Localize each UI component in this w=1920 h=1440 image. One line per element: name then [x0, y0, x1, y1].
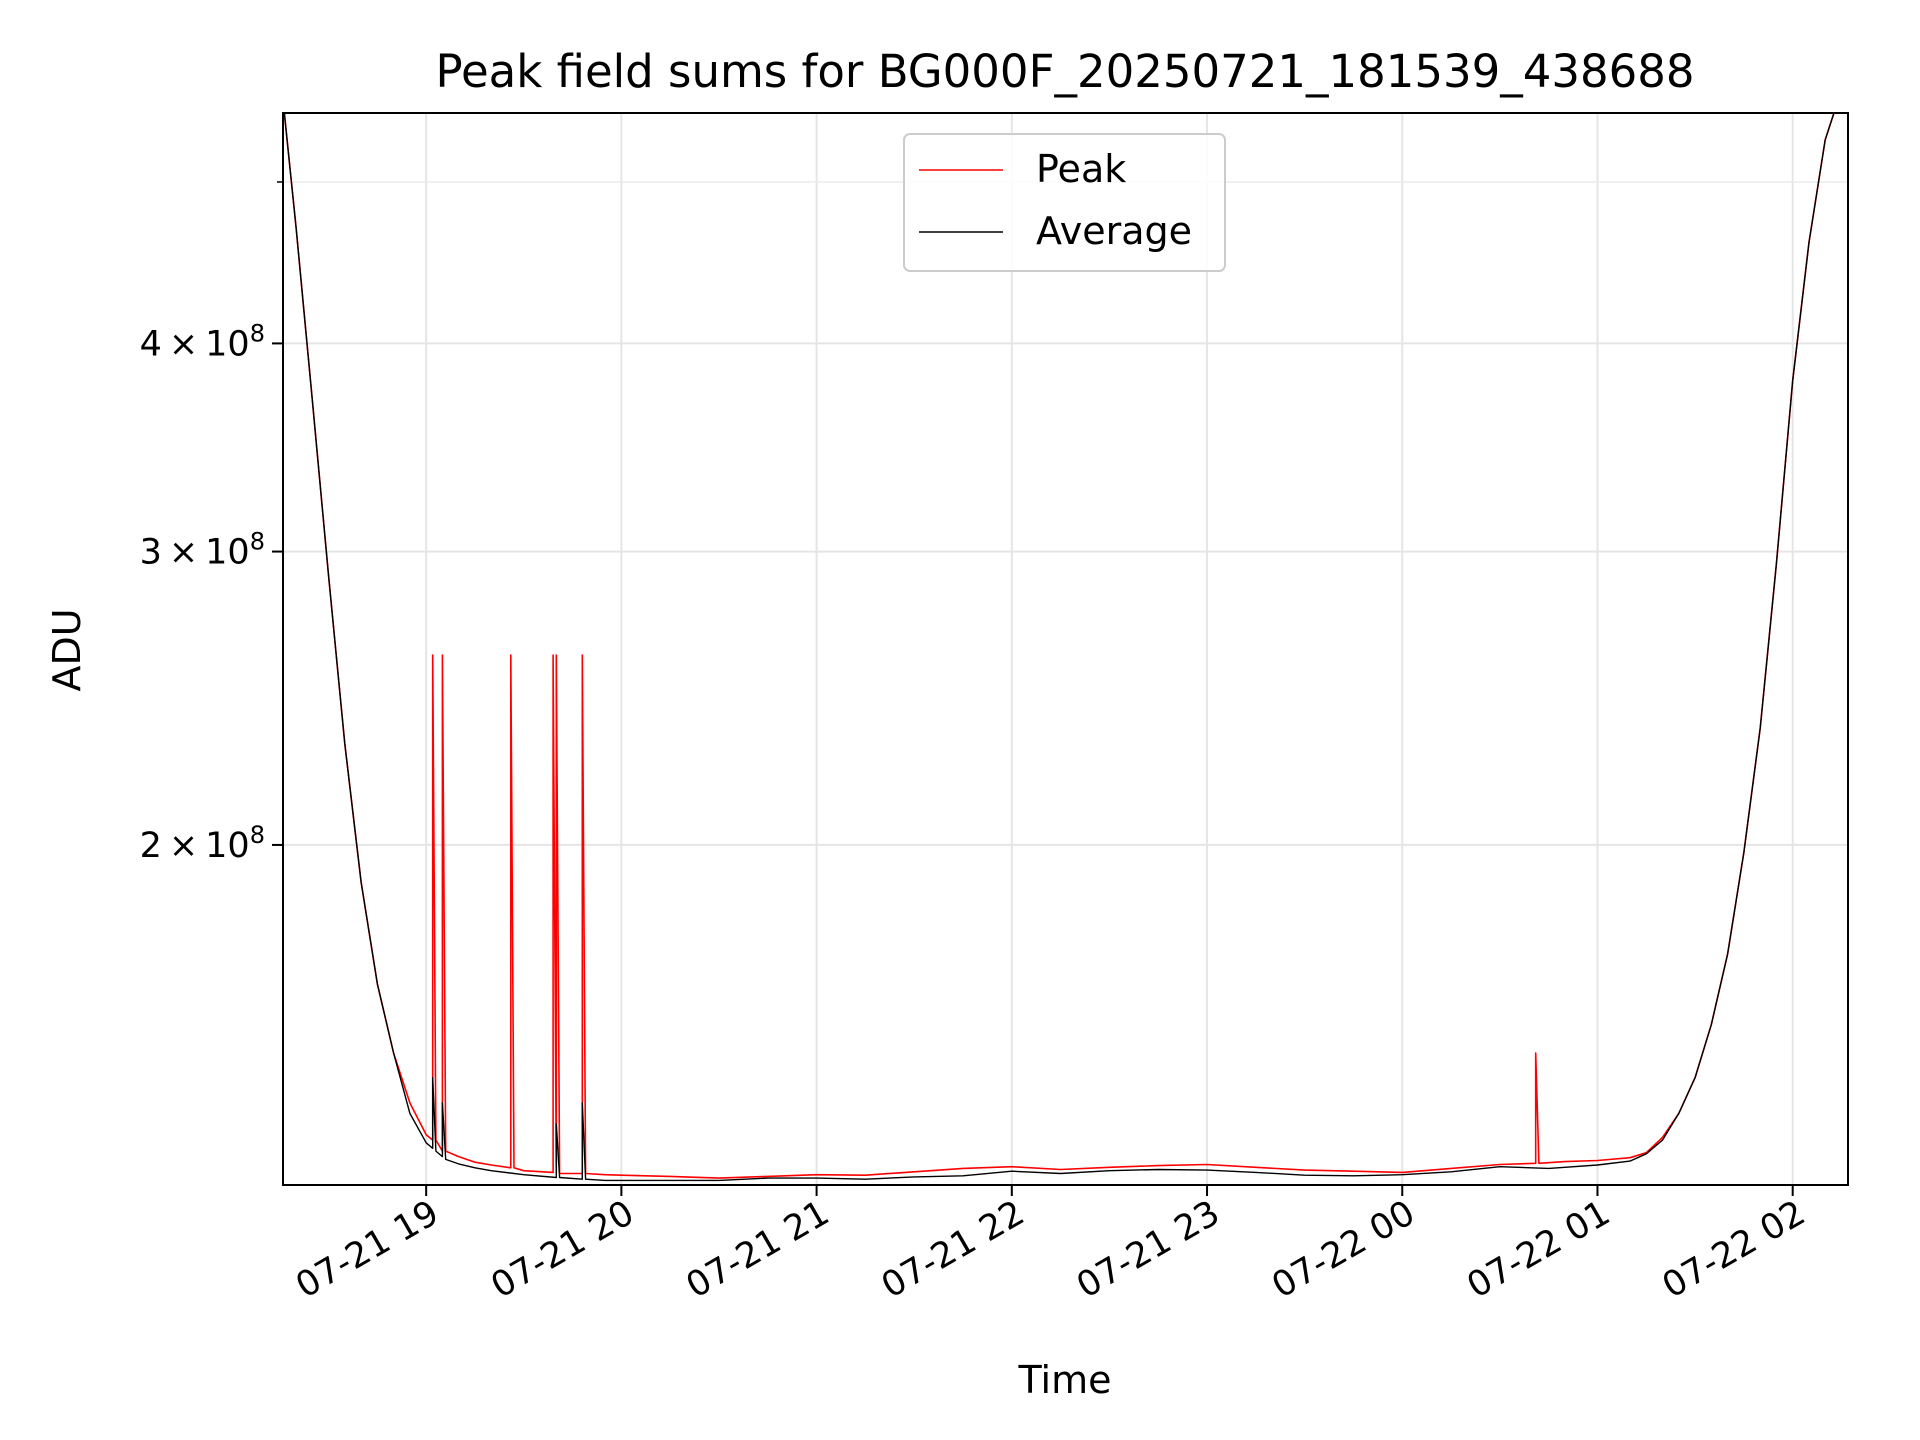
grid-lines [283, 113, 1848, 1185]
plot-frame [282, 112, 1849, 1186]
y-axis: 2 × 108 3 × 108 4 × 108 [140, 181, 283, 866]
series-line-average [283, 113, 1835, 1182]
chart-title: Peak field sums for BG000F_20250721_1815… [435, 45, 1694, 98]
y-tick-label: 3 × 108 [140, 528, 265, 573]
x-axis-label: Time [1018, 1358, 1112, 1402]
series-line-peak [283, 113, 1835, 1179]
y-axis-label: ADU [45, 608, 89, 691]
plot-series [283, 113, 1835, 1182]
legend-label-average: Average [1036, 209, 1192, 253]
y-tick-label: 2 × 108 [140, 821, 265, 866]
legend-box [903, 133, 1226, 272]
y-tick-label: 4 × 108 [140, 319, 265, 364]
legend-label-peak: Peak [1036, 147, 1126, 191]
legend: Peak Average [903, 133, 1226, 272]
